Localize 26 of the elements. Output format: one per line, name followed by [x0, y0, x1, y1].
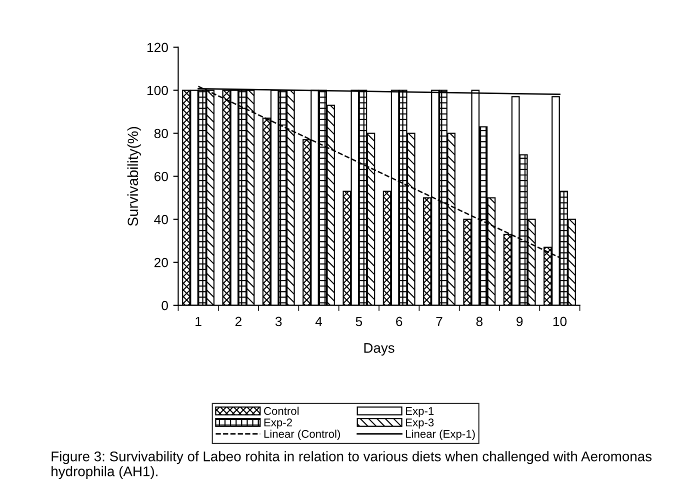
- x-tick-label: 5: [356, 316, 362, 326]
- x-tick-label: 8: [476, 316, 483, 326]
- caption: Figure 3: Survivability of Labeo rohita in relation to various diets when challenged with Aeromonas hydrophila (AH1).: [52, 451, 652, 480]
- legend-label: Exp-2: [264, 418, 292, 429]
- x-tick-label: 9: [516, 316, 523, 326]
- x-axis-title: Days: [364, 343, 394, 356]
- y-tick-label: 120: [147, 42, 168, 52]
- legend-label: Linear (Control): [264, 430, 340, 440]
- x-tick-label: 10: [553, 316, 567, 326]
- x-tick-label: 6: [396, 316, 402, 326]
- y-tick-label: 100: [147, 86, 168, 96]
- x-tick-label: 3: [275, 316, 282, 326]
- x-tick-label: 4: [315, 316, 322, 326]
- y-axis-title: Survivability(%): [127, 126, 141, 226]
- y-tick-label: 40: [154, 214, 168, 224]
- x-tick-label: 2: [235, 316, 242, 326]
- x-tick-label: 1: [196, 316, 202, 326]
- legend-label: Exp-1: [406, 407, 434, 418]
- y-tick-label: 60: [154, 172, 168, 182]
- y-tick-label: 0: [162, 300, 168, 310]
- legend-label: Linear (Exp-1): [406, 430, 475, 440]
- y-tick-label: 80: [154, 128, 168, 138]
- legend-label: Control: [264, 406, 299, 415]
- legend-label: Exp-3: [406, 418, 434, 429]
- x-tick-label: 7: [436, 316, 442, 326]
- y-tick-label: 20: [154, 258, 168, 268]
